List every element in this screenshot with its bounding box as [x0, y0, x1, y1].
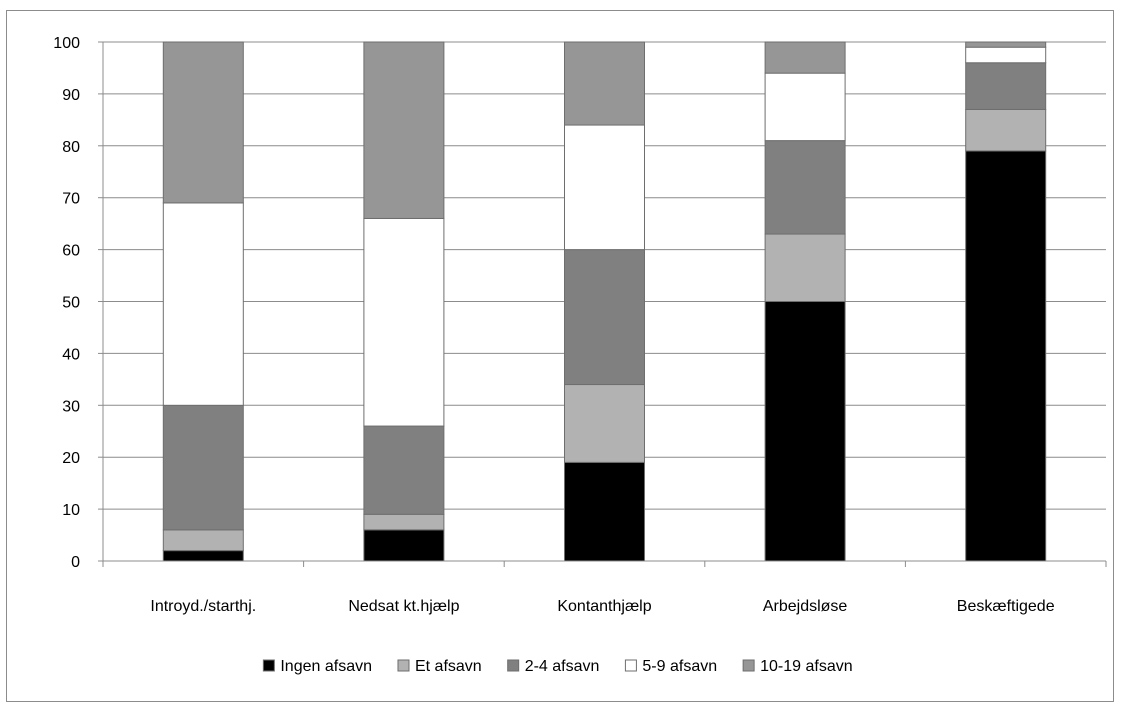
- bar-segment: [364, 42, 444, 218]
- bar-segment: [364, 514, 444, 530]
- bar-segment: [765, 73, 845, 140]
- legend-swatch: [398, 660, 409, 671]
- legend-swatch: [743, 660, 754, 671]
- bar-segment: [565, 385, 645, 463]
- y-tick-label: 40: [62, 346, 80, 363]
- legend-swatch: [508, 660, 519, 671]
- x-category-label: Kontanthjælp: [557, 598, 651, 615]
- x-category-label: Nedsat kt.hjælp: [348, 598, 459, 615]
- y-tick-label: 0: [71, 554, 80, 571]
- bar-segment: [364, 530, 444, 561]
- bar-segment: [565, 462, 645, 561]
- x-axis-categories: Introyd./starthj. Nedsat kt.hjælp Kontanth…: [150, 598, 1054, 615]
- y-tick-label: 10: [62, 502, 80, 519]
- y-axis-ticks: 0 10 20 30 40 50 60 70 80 90 100: [53, 35, 80, 571]
- bar-segment: [765, 302, 845, 562]
- bar-segment: [966, 47, 1046, 63]
- legend-label: 2-4 afsavn: [525, 658, 600, 675]
- legend-swatch: [625, 660, 636, 671]
- x-category-label: Introyd./starthj.: [150, 598, 256, 615]
- legend-label: 10-19 afsavn: [760, 658, 853, 675]
- bar-segment: [765, 234, 845, 301]
- y-tick-label: 80: [62, 139, 80, 156]
- bar-segment: [163, 551, 243, 561]
- y-tick-label: 70: [62, 191, 80, 208]
- bar-segment: [765, 141, 845, 234]
- legend-swatch: [263, 660, 274, 671]
- bar-segment: [364, 426, 444, 514]
- bar-segment: [163, 530, 243, 551]
- y-tick-label: 30: [62, 398, 80, 415]
- x-category-label: Beskæftigede: [957, 598, 1055, 615]
- bar-segment: [966, 109, 1046, 151]
- y-tick-label: 100: [53, 35, 80, 52]
- bar-segment: [163, 405, 243, 530]
- bar-segment: [163, 203, 243, 405]
- legend: Ingen afsavn Et afsavn 2-4 afsavn 5-9 afsav…: [263, 658, 852, 675]
- bar-segment: [565, 250, 645, 385]
- bar-segment: [163, 42, 243, 203]
- y-tick-label: 60: [62, 243, 80, 260]
- bar-segment: [364, 218, 444, 426]
- x-category-label: Arbejdsløse: [763, 598, 848, 615]
- bar-segment: [966, 63, 1046, 110]
- y-tick-label: 20: [62, 450, 80, 467]
- legend-label: Et afsavn: [415, 658, 482, 675]
- bar-segment: [765, 42, 845, 73]
- y-tick-label: 90: [62, 87, 80, 104]
- bar-segment: [565, 42, 645, 125]
- legend-label: Ingen afsavn: [280, 658, 372, 675]
- bar-segment: [966, 42, 1046, 47]
- y-tick-label: 50: [62, 295, 80, 312]
- legend-label: 5-9 afsavn: [642, 658, 717, 675]
- bar-segment: [966, 151, 1046, 561]
- bar-segment: [565, 125, 645, 250]
